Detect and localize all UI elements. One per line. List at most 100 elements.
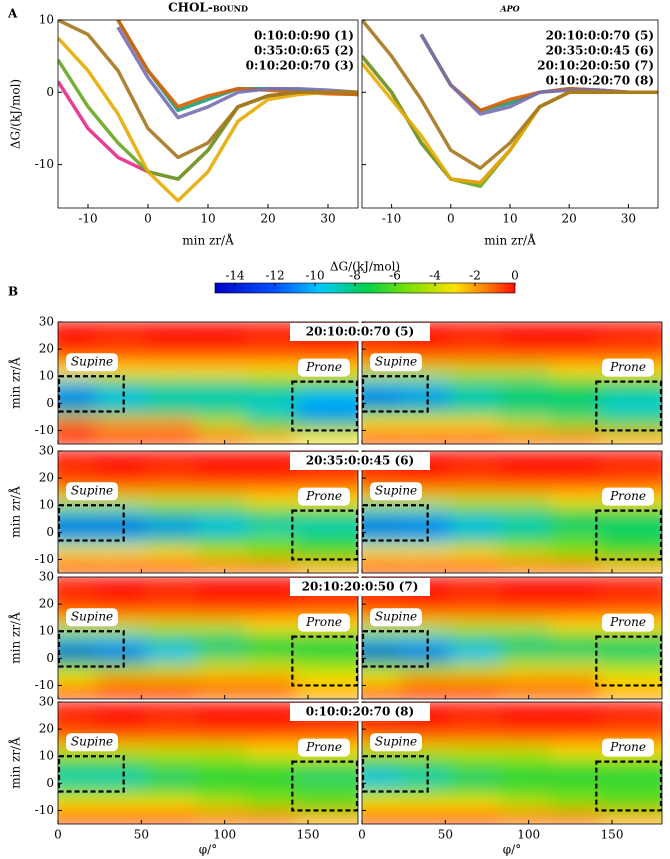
region-box — [291, 760, 358, 812]
x-tick-label: 0 — [144, 212, 152, 226]
heat-cell — [600, 517, 662, 534]
heat-cell — [600, 504, 662, 520]
heat-cell — [600, 451, 662, 466]
region-box — [595, 509, 662, 561]
y-tick-label: 20 — [39, 342, 54, 356]
heat-cell — [296, 657, 358, 673]
heatmap-cells — [58, 322, 358, 444]
y-tick-label: 0 — [46, 85, 54, 99]
y-tick-label: 20 — [39, 471, 54, 485]
y-tick-label: 30 — [39, 570, 54, 584]
heatmap-cells — [362, 322, 662, 444]
heat-cell — [600, 755, 662, 771]
heatmap: Supine Prone — [58, 322, 358, 444]
y-tick-label: 10 — [39, 498, 54, 512]
heat-cell — [600, 657, 662, 673]
heat-cell — [600, 589, 662, 606]
x-tick-label: 50 — [438, 828, 453, 842]
colorbar-tick-label: -4 — [429, 269, 441, 283]
x-tick-label: 100 — [213, 828, 236, 842]
region-box — [58, 630, 125, 668]
heat-cell — [600, 463, 662, 480]
x-tick-label: 0 — [358, 828, 366, 842]
y-axis-label: ΔG/(kJ/mol) — [9, 79, 23, 149]
series-line — [362, 20, 658, 170]
x-tick-label: 30 — [621, 212, 636, 226]
region-label: Supine — [375, 610, 417, 624]
plot-frame — [57, 701, 359, 825]
plot-frame — [361, 450, 663, 574]
y-tick-label: 0 — [46, 525, 54, 539]
region-label-box — [602, 358, 654, 377]
legend-entry: 20:10:0:0:70 (5) — [546, 29, 654, 43]
region-label-box — [602, 487, 654, 506]
region-box — [58, 504, 125, 542]
region-label-box — [298, 613, 350, 632]
region-label-box — [602, 613, 654, 632]
heat-cell — [600, 714, 662, 731]
heat-cell — [600, 684, 662, 699]
heat-cell — [600, 322, 662, 337]
heat-cell — [600, 531, 662, 547]
heat-cell — [600, 334, 662, 351]
heat-cell — [600, 782, 662, 798]
panel-title-box — [290, 578, 430, 596]
panel-title-box — [290, 452, 430, 470]
x-tick-label: 30 — [320, 212, 335, 226]
region-label: Prone — [609, 489, 646, 503]
heatmap: Supine Prone — [362, 322, 662, 444]
colorbar — [214, 282, 516, 294]
x-axis-label: min zr/Å — [182, 233, 234, 248]
panel-label: B — [8, 285, 18, 299]
plot-area — [58, 20, 358, 203]
heat-cell — [296, 670, 358, 687]
region-box — [595, 635, 662, 687]
region-label: Prone — [305, 615, 342, 629]
x-axis-label: φ/° — [503, 843, 521, 857]
region-label-box — [370, 733, 422, 752]
x-tick-label: -10 — [382, 212, 401, 226]
heat-cell — [600, 415, 662, 432]
series-line — [58, 58, 358, 181]
colorbar-tick-label: -6 — [389, 269, 401, 283]
heat-cell — [296, 402, 358, 418]
plot-frame — [361, 701, 663, 825]
legend-entry: 20:10:20:0:50 (7) — [537, 59, 654, 73]
legend-entry: 0:10:0:20:70 (8) — [546, 74, 654, 88]
panel-title: 20:35:0:0:45 (6) — [306, 454, 414, 468]
heatmap-cells — [58, 702, 358, 824]
heat-cell — [296, 531, 358, 547]
y-tick-label: 10 — [39, 624, 54, 638]
x-axis-label: min zr/Å — [484, 233, 536, 248]
colorbar-tick-label: -10 — [305, 269, 324, 283]
heat-cell — [296, 684, 358, 699]
legend-entry: 0:35:0:0:65 (2) — [254, 44, 354, 58]
y-tick-label: 0 — [46, 651, 54, 665]
plot-frame — [57, 450, 359, 574]
heat-cell — [600, 402, 662, 418]
y-axis-label: min zr/Å — [8, 612, 23, 664]
region-label: Prone — [609, 360, 646, 374]
chart-title: apo — [499, 1, 519, 15]
y-tick-label: 20 — [39, 722, 54, 736]
region-box — [362, 755, 429, 793]
heat-cell — [600, 577, 662, 592]
heatmap: Supine Prone — [58, 702, 358, 824]
panel-title: 0:10:0:20:70 (8) — [306, 705, 414, 719]
y-tick-label: 10 — [39, 369, 54, 383]
region-box — [362, 504, 429, 542]
heat-cell — [600, 630, 662, 646]
heat-cell — [600, 544, 662, 561]
heat-cell — [296, 558, 358, 573]
region-label: Prone — [305, 740, 342, 754]
colorbar-tick-label: -12 — [265, 269, 284, 283]
panel-title-box — [290, 323, 430, 341]
y-axis-label: min zr/Å — [8, 737, 23, 789]
region-label: Supine — [375, 735, 417, 749]
region-label-box — [602, 738, 654, 757]
heat-cell — [600, 795, 662, 812]
heat-cell — [296, 795, 358, 812]
colorbar-tick-label: -2 — [469, 269, 481, 283]
plot-frame — [57, 576, 359, 700]
